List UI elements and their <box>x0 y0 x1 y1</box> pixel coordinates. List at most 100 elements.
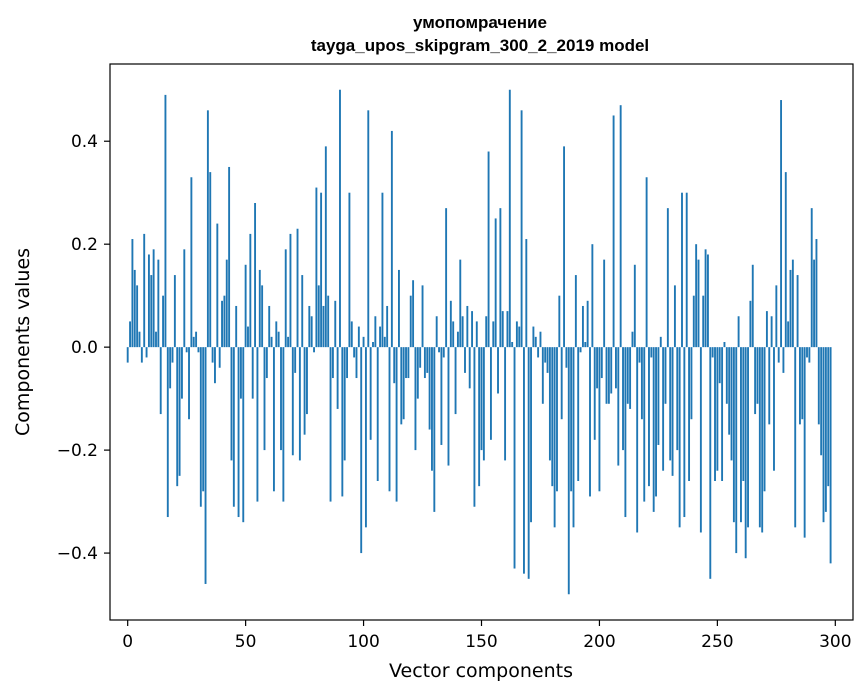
bar-component-255 <box>728 347 731 435</box>
bar-component-229 <box>666 208 669 348</box>
bar-component-227 <box>662 347 665 471</box>
bar-component-25 <box>185 347 188 353</box>
bar-component-139 <box>454 347 457 415</box>
bar-component-276 <box>777 347 780 363</box>
bar-component-76 <box>306 347 308 415</box>
x-tick-label: 100 <box>347 632 379 652</box>
bar-component-13 <box>157 259 160 348</box>
bar-component-261 <box>742 347 745 481</box>
bar-component-98 <box>357 326 360 348</box>
bar-component-106 <box>376 347 379 481</box>
bar-component-283 <box>794 347 797 528</box>
bar-component-179 <box>548 347 551 461</box>
bar-component-88 <box>334 300 337 348</box>
bar-component-185 <box>563 146 565 348</box>
bar-component-46 <box>235 305 238 348</box>
bar-component-241 <box>695 244 698 348</box>
bar-component-34 <box>206 110 209 348</box>
bar-component-196 <box>589 347 591 497</box>
bar-component-20 <box>173 275 176 348</box>
bar-component-80 <box>315 187 318 348</box>
bar-component-251 <box>718 347 721 384</box>
bar-component-86 <box>329 347 332 502</box>
bar-component-6 <box>140 347 143 363</box>
bar-component-57 <box>261 285 264 348</box>
bar-component-41 <box>223 295 226 348</box>
bar-component-239 <box>690 347 693 420</box>
bar-component-44 <box>230 347 233 461</box>
bar-component-214 <box>631 331 634 348</box>
bar-component-40 <box>221 300 223 348</box>
bar-component-10 <box>150 275 153 348</box>
bar-component-126 <box>423 347 426 379</box>
bar-component-175 <box>539 331 542 348</box>
bar-component-119 <box>407 347 410 379</box>
bar-component-242 <box>697 259 700 348</box>
bar-component-39 <box>218 347 221 368</box>
bar-component-296 <box>824 347 827 512</box>
bar-component-60 <box>268 305 271 348</box>
bar-component-107 <box>379 326 382 348</box>
bar-component-291 <box>813 259 816 348</box>
y-axis-label: Components values <box>12 248 34 436</box>
bar-component-158 <box>499 208 502 348</box>
bar-component-172 <box>532 326 535 348</box>
bar-component-167 <box>520 110 523 348</box>
bar-component-16 <box>164 94 167 348</box>
bar-component-252 <box>721 347 724 481</box>
bar-component-193 <box>581 305 584 348</box>
bar-component-213 <box>629 347 632 409</box>
bar-component-73 <box>298 347 301 461</box>
bar-component-205 <box>610 347 613 394</box>
bar-component-165 <box>515 321 518 348</box>
bar-component-298 <box>829 347 832 564</box>
bar-component-135 <box>445 208 448 348</box>
bar-component-116 <box>400 347 403 425</box>
bar-component-38 <box>216 223 219 348</box>
bar-component-30 <box>197 347 200 353</box>
bar-component-156 <box>494 218 497 348</box>
bar-component-201 <box>600 347 603 379</box>
bar-component-219 <box>643 347 646 502</box>
bar-component-199 <box>596 347 599 389</box>
bar-component-254 <box>725 347 728 404</box>
bar-component-100 <box>362 336 365 348</box>
bar-component-22 <box>178 347 181 476</box>
bar-component-61 <box>270 336 273 348</box>
bar-component-210 <box>622 347 624 451</box>
bar-component-245 <box>704 249 707 348</box>
bar-component-55 <box>256 347 259 502</box>
bar-component-155 <box>492 321 495 348</box>
bar-component-173 <box>534 336 537 348</box>
bar-component-149 <box>478 347 481 487</box>
bar-component-69 <box>289 233 292 348</box>
y-tick-label: −0.2 <box>57 441 98 461</box>
bar-component-207 <box>615 347 617 389</box>
bar-component-56 <box>258 269 261 348</box>
bar-component-275 <box>775 285 778 348</box>
bar-component-160 <box>504 347 507 461</box>
bar-component-3 <box>133 269 136 348</box>
bar-component-29 <box>195 331 198 348</box>
bar-component-96 <box>353 347 356 358</box>
bar-component-222 <box>650 347 653 358</box>
bar-component-243 <box>699 347 702 533</box>
bar-component-264 <box>749 300 752 348</box>
bar-component-192 <box>579 347 582 353</box>
bar-component-67 <box>284 249 287 348</box>
bar-component-220 <box>645 177 648 348</box>
bar-component-101 <box>364 347 367 528</box>
bar-component-282 <box>791 259 794 348</box>
bar-component-215 <box>633 264 636 348</box>
y-tick-label: −0.4 <box>57 544 98 564</box>
bar-component-236 <box>683 347 686 518</box>
bar-component-79 <box>313 347 315 353</box>
bar-component-90 <box>339 89 341 348</box>
chart-title: умопомрачение <box>413 13 547 32</box>
bar-component-203 <box>605 347 608 404</box>
bar-component-234 <box>678 347 681 528</box>
bar-component-157 <box>497 347 499 394</box>
bar-component-224 <box>655 347 657 497</box>
bar-component-250 <box>716 347 719 471</box>
bar-component-278 <box>782 347 785 373</box>
